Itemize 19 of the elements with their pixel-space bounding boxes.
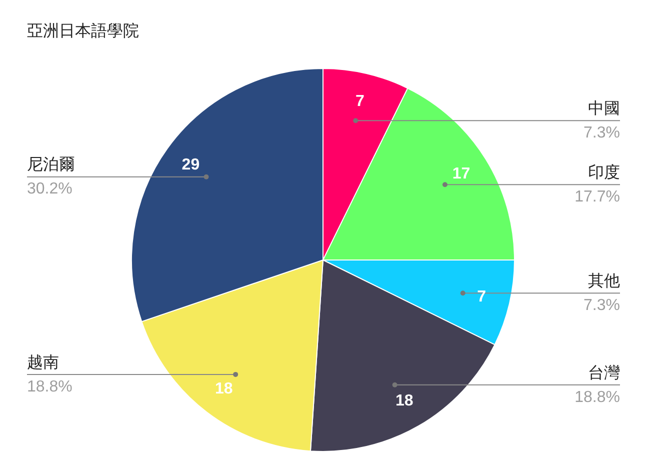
data-label: 29 bbox=[182, 156, 200, 174]
data-label: 18 bbox=[215, 380, 233, 398]
text: 7.3% bbox=[584, 297, 620, 314]
chart-title: 亞洲日本語學院 bbox=[27, 22, 139, 40]
slice-label: 印度 bbox=[588, 164, 620, 182]
slice-label: 中國 bbox=[588, 100, 620, 118]
data-label: 7 bbox=[356, 92, 365, 110]
slice-label: 其他 bbox=[588, 272, 620, 290]
text: 17.7% bbox=[574, 188, 620, 206]
text: 7.3% bbox=[584, 124, 620, 142]
slice-label: 台灣 bbox=[588, 364, 620, 382]
slice-label: 越南 bbox=[27, 353, 59, 372]
text: 30.2% bbox=[27, 180, 72, 198]
data-label: 7 bbox=[477, 288, 486, 306]
text: 18.8% bbox=[574, 388, 620, 406]
slice-label: 尼泊爾 bbox=[27, 156, 75, 174]
text: 18.8% bbox=[27, 378, 72, 396]
data-label: 17 bbox=[452, 165, 470, 182]
data-label: 18 bbox=[395, 392, 414, 410]
